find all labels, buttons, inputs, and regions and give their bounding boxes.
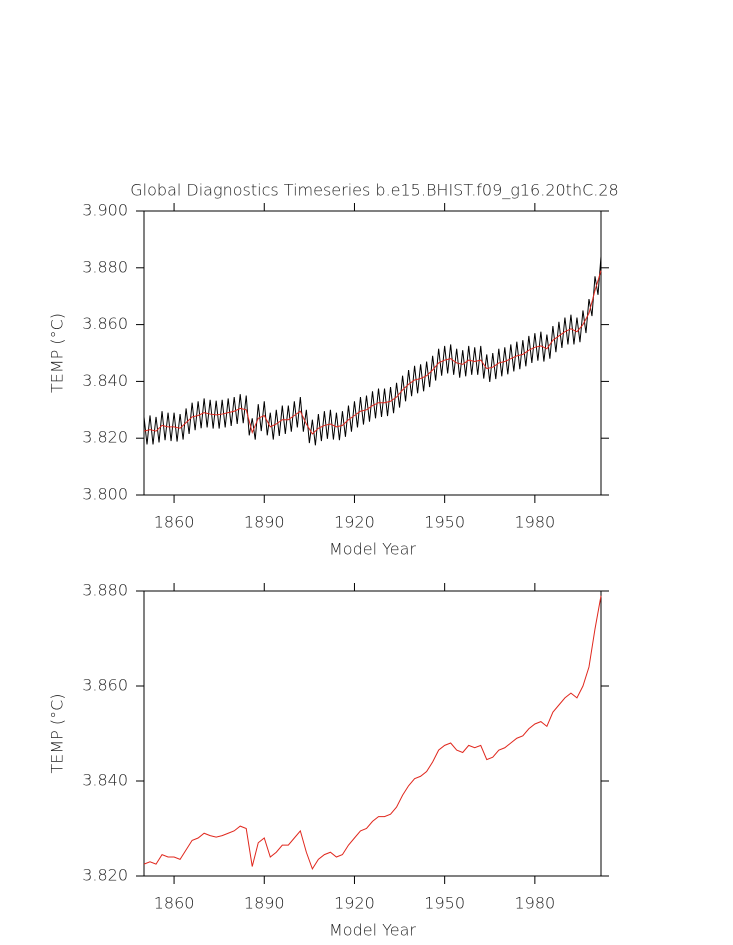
- data-line: [143, 595, 602, 870]
- x-axis-label: Model Year: [329, 540, 416, 559]
- x-axis-label: Model Year: [329, 921, 416, 940]
- x-tick-label: 1860: [154, 513, 195, 532]
- data-line: [143, 256, 602, 446]
- y-axis-label: TEMP (°C): [48, 693, 67, 773]
- y-tick-label: 3.820: [82, 428, 128, 447]
- y-tick-label: 3.820: [82, 866, 128, 885]
- x-tick-label: 1950: [424, 894, 465, 913]
- y-axis-label: TEMP (°C): [48, 313, 67, 393]
- x-tick-label: 1980: [514, 513, 555, 532]
- y-tick-label: 3.860: [82, 314, 128, 333]
- x-tick-label: 1890: [244, 513, 285, 532]
- y-tick-label: 3.840: [82, 771, 128, 790]
- x-tick-label: 1920: [334, 894, 375, 913]
- y-tick-label: 3.900: [82, 201, 128, 220]
- plot-frame: [143, 590, 602, 877]
- plot-frame: [143, 210, 602, 496]
- y-tick-label: 3.840: [82, 371, 128, 390]
- x-tick-label: 1920: [334, 513, 375, 532]
- y-tick-label: 3.800: [82, 485, 128, 504]
- y-tick-label: 3.880: [82, 257, 128, 276]
- x-tick-label: 1980: [514, 894, 555, 913]
- data-line: [143, 270, 602, 435]
- y-tick-label: 3.860: [82, 676, 128, 695]
- x-tick-label: 1860: [154, 894, 195, 913]
- x-tick-label: 1950: [424, 513, 465, 532]
- x-tick-label: 1890: [244, 894, 285, 913]
- chart-title: Global Diagnostics Timeseries b.e15.BHIS…: [130, 181, 618, 200]
- y-tick-label: 3.880: [82, 581, 128, 600]
